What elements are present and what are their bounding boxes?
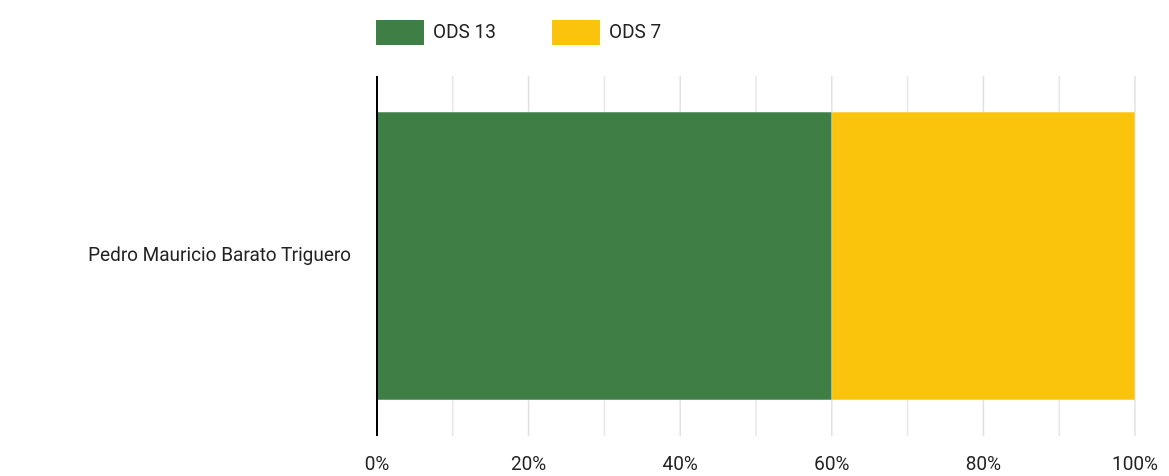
x-tick-label: 40% (663, 452, 698, 475)
x-tick-label: 100% (1112, 452, 1158, 475)
y-tick-label: Pedro Mauricio Barato Triguero (88, 243, 351, 266)
bar-segment (831, 111, 1136, 401)
x-tick-label: 20% (511, 452, 546, 475)
x-tick-label: 60% (814, 452, 849, 475)
legend-swatch (376, 20, 424, 45)
legend-swatch (552, 20, 600, 45)
x-tick-label: 80% (966, 452, 1001, 475)
legend-label: ODS 7 (609, 20, 661, 43)
legend-label: ODS 13 (433, 20, 496, 43)
bar-segment (376, 111, 833, 401)
x-tick-label: 0% (365, 452, 390, 475)
